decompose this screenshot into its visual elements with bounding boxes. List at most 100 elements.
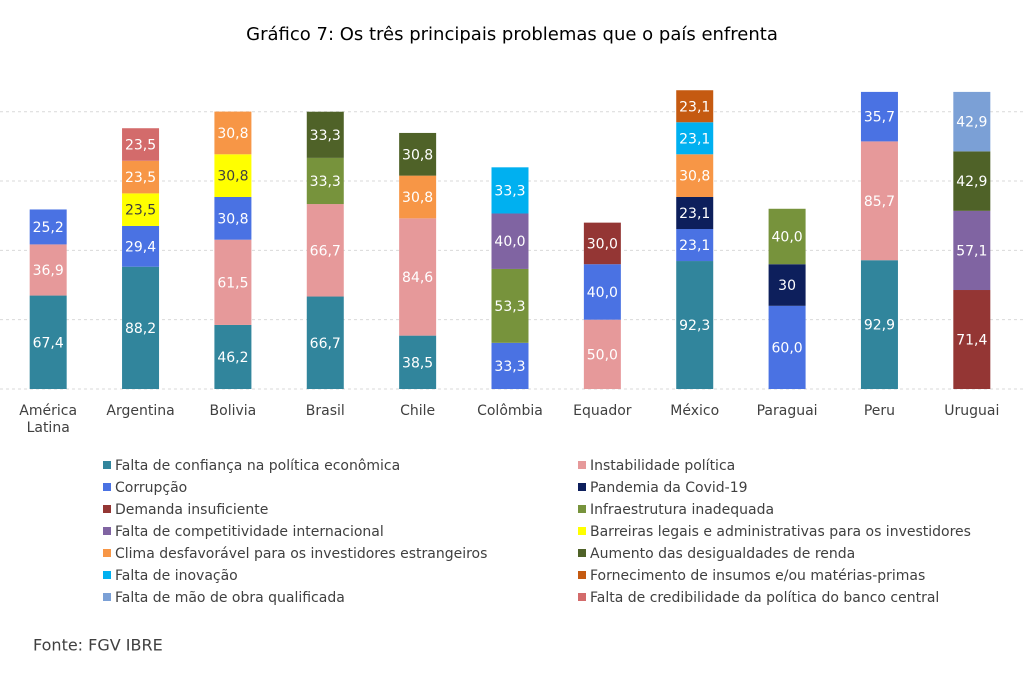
data-label: 33,3 (310, 128, 341, 144)
data-label: 42,9 (956, 174, 987, 190)
legend-swatch (103, 571, 111, 579)
data-label: 30,8 (217, 211, 248, 227)
legend-label: Corrupção (115, 480, 187, 496)
bar-segment (214, 239, 252, 325)
x-tick-label: Paraguai (756, 403, 818, 419)
data-label: 35,7 (864, 110, 895, 126)
legend-label: Falta de confiança na política econômica (115, 458, 400, 474)
data-label: 71,4 (956, 333, 987, 349)
bar-segment (122, 225, 160, 267)
bar-segment (676, 154, 714, 197)
bar-segment (768, 264, 806, 306)
bar-segment (953, 210, 991, 291)
bar-segment (860, 260, 898, 389)
x-tick-label: América Latina (19, 403, 78, 436)
data-label: 67,4 (33, 335, 64, 351)
bar-segment (491, 213, 529, 269)
bar-segment (953, 91, 991, 152)
data-label: 23,1 (679, 99, 710, 115)
x-tick-label: Uruguai (944, 403, 1000, 419)
bar-segment (953, 151, 991, 211)
data-label: 57,1 (956, 243, 987, 259)
data-label: 38,5 (402, 355, 433, 371)
data-label: 92,9 (864, 318, 895, 334)
legend-swatch (578, 505, 586, 513)
data-label: 92,3 (679, 318, 710, 334)
data-label: 40,0 (494, 234, 525, 250)
bar-segment (491, 167, 529, 214)
legend-swatch (578, 461, 586, 469)
legend-swatch (103, 483, 111, 491)
bar-segment (122, 193, 160, 226)
legend-swatch (578, 483, 586, 491)
data-label: 23,1 (679, 238, 710, 254)
legend-swatch (578, 571, 586, 579)
bar-segment (583, 222, 621, 265)
bar-segment (491, 268, 529, 343)
bar-segment (122, 128, 160, 161)
bar-segment (214, 111, 252, 155)
legend-label: Clima desfavorável para os investidores … (115, 546, 487, 562)
bar-segment (768, 208, 806, 265)
data-label: 30,8 (217, 169, 248, 185)
data-label: 50,0 (587, 347, 618, 363)
bar-segment (399, 132, 437, 176)
x-tick-label: Bolivia (209, 403, 257, 419)
bar-segment (860, 141, 898, 261)
legend-swatch (103, 593, 111, 601)
bar-segment (214, 154, 252, 197)
data-label: 66,7 (310, 243, 341, 259)
data-label: 85,7 (864, 194, 895, 210)
data-label: 30,8 (679, 169, 710, 185)
bar-segment (676, 261, 714, 389)
data-label: 46,2 (217, 350, 248, 366)
legend-label: Barreiras legais e administrativas para … (590, 524, 971, 540)
data-label: 23,5 (125, 170, 156, 186)
data-label: 33,3 (494, 359, 525, 375)
data-label: 84,6 (402, 270, 433, 286)
chart-title: Gráfico 7: Os três principais problemas … (246, 24, 778, 45)
bar-segment (399, 175, 437, 219)
legend-swatch (578, 593, 586, 601)
data-label: 23,5 (125, 138, 156, 154)
bar-segment (29, 244, 67, 296)
data-label: 23,1 (679, 131, 710, 147)
legend-label: Falta de mão de obra qualificada (115, 590, 345, 606)
legend-label: Demanda insuficiente (115, 502, 268, 518)
data-label: 60,0 (772, 340, 803, 356)
bar-segment (491, 342, 529, 389)
data-label: 33,3 (494, 183, 525, 199)
legend-swatch (578, 549, 586, 557)
data-label: 40,0 (772, 230, 803, 246)
legend-label: Falta de competitividade internacional (115, 524, 384, 540)
bar-segment (306, 111, 344, 158)
data-label: 29,4 (125, 239, 156, 255)
data-label: 23,1 (679, 206, 710, 222)
data-label: 30,8 (217, 126, 248, 142)
bar-segment (122, 160, 160, 194)
source: Fonte: FGV IBRE (33, 636, 163, 655)
bar-segment (583, 319, 621, 389)
legend-label: Falta de credibilidade da política do ba… (590, 590, 939, 606)
data-label: 30,8 (402, 190, 433, 206)
bar-segment (676, 229, 714, 262)
data-label: 25,2 (33, 220, 64, 236)
x-tick-label: Argentina (106, 403, 175, 419)
data-label: 42,9 (956, 115, 987, 131)
legend-label: Infraestrutura inadequada (590, 502, 774, 518)
bar-segment (214, 324, 252, 389)
bar-segment (214, 196, 252, 240)
bar-segment (306, 296, 344, 389)
x-tick-label: Peru (863, 403, 896, 419)
bar-segment (29, 295, 67, 389)
legend-swatch (578, 527, 586, 535)
legend-swatch (103, 505, 111, 513)
x-tick-label: Colômbia (477, 403, 543, 419)
bar-segment (122, 266, 160, 389)
legend-swatch (103, 527, 111, 535)
bar-segment (860, 91, 898, 142)
data-label: 66,7 (310, 336, 341, 352)
bar-segment (768, 305, 806, 389)
legend-label: Fornecimento de insumos e/ou matérias-pr… (590, 568, 925, 584)
